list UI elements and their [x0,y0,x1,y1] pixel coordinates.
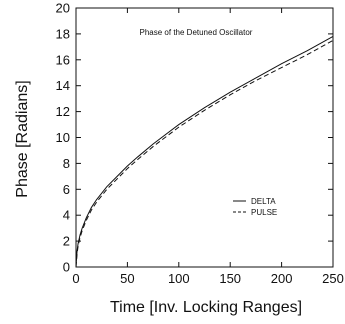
series-layer [75,36,334,268]
x-tick-label: 50 [120,271,134,286]
y-tick-label: 14 [56,78,70,93]
x-tick-label: 100 [168,271,190,286]
y-tick-label: 20 [56,1,70,16]
x-tick-label: 250 [322,271,344,286]
series-line-delta [75,36,334,268]
legend-label-pulse: PULSE [251,208,277,217]
y-tick-label: 12 [56,104,70,119]
chart-title: Phase of the Detuned Oscillator [140,28,253,37]
ticks-layer: 0 50 100 150 200 250 0 2 4 6 8 10 12 14 16 18 20 [56,1,344,287]
x-tick-label: 200 [271,271,293,286]
y-tick-label: 16 [56,52,70,67]
y-tick-label: 8 [63,156,70,171]
y-tick-label: 18 [56,26,70,41]
y-tick-label: 10 [56,130,70,145]
legend-label-delta: DELTA [251,197,276,206]
x-tick-label: 0 [72,271,79,286]
series-line-pulse [75,39,334,268]
y-tick-label: 2 [63,234,70,249]
y-axis-label: Phase [Radians] [14,80,31,197]
y-tick-label: 6 [63,182,70,197]
y-tick-label: 4 [63,208,70,223]
y-tick-label: 0 [63,260,70,275]
x-axis-label: Time [Inv. Locking Ranges] [110,299,302,316]
x-tick-label: 150 [219,271,241,286]
legend: DELTA PULSE [233,197,277,217]
